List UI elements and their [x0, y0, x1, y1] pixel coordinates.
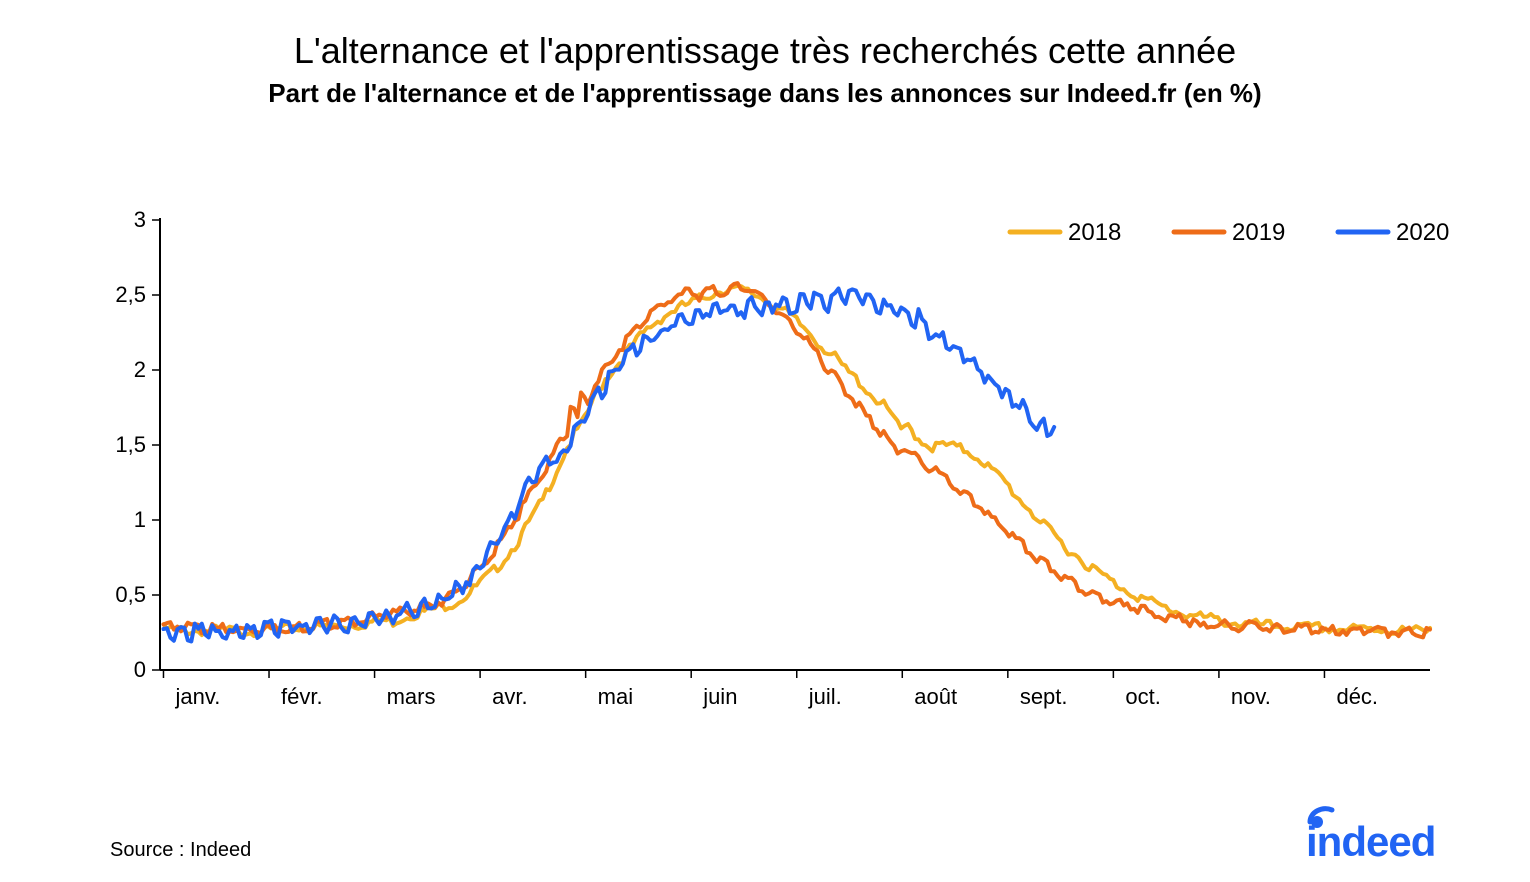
- x-axis-label: mars: [387, 684, 436, 709]
- y-axis-label: 0: [134, 657, 146, 682]
- indeed-logo-svg: indeed: [1300, 804, 1470, 864]
- chart-subtitle: Part de l'alternance et de l'apprentissa…: [0, 78, 1530, 109]
- x-axis-label: janv.: [174, 684, 220, 709]
- x-axis-label: juin: [702, 684, 737, 709]
- legend-label: 2019: [1232, 219, 1285, 246]
- legend-label: 2018: [1068, 219, 1121, 246]
- y-axis-label: 1,5: [115, 432, 146, 457]
- x-axis-label: déc.: [1336, 684, 1378, 709]
- chart-area: 0 0,5 1 1,5 2 2,5 3 janv. févr. mars avr. mai juin ju…: [90, 200, 1450, 730]
- series-2020: [164, 289, 1055, 642]
- x-axis-label: oct.: [1125, 684, 1160, 709]
- chart-title: L'alternance et l'apprentissage très rec…: [0, 30, 1530, 72]
- x-axis-label: avr.: [492, 684, 527, 709]
- y-axis-label: 1: [134, 507, 146, 532]
- line-chart-svg: 0 0,5 1 1,5 2 2,5 3 janv. févr. mars avr. mai juin ju…: [90, 200, 1450, 730]
- y-axis-label: 3: [134, 207, 146, 232]
- x-axis-label: nov.: [1231, 684, 1271, 709]
- chart-container: L'alternance et l'apprentissage très rec…: [0, 30, 1530, 882]
- source-text: Source : Indeed: [110, 839, 251, 862]
- svg-text:indeed: indeed: [1306, 818, 1435, 864]
- legend-label: 2020: [1396, 219, 1449, 246]
- series-2018: [164, 286, 1431, 636]
- x-axis-label: août: [914, 684, 957, 709]
- indeed-logo: indeed: [1300, 804, 1470, 864]
- x-axis-label: sept.: [1020, 684, 1068, 709]
- series-2019: [164, 283, 1431, 637]
- y-axis-label: 2,5: [115, 282, 146, 307]
- x-axis-label: juil.: [808, 684, 842, 709]
- y-axis-label: 0,5: [115, 582, 146, 607]
- x-axis-label: mai: [598, 684, 633, 709]
- x-axis-label: févr.: [281, 684, 323, 709]
- y-axis-label: 2: [134, 357, 146, 382]
